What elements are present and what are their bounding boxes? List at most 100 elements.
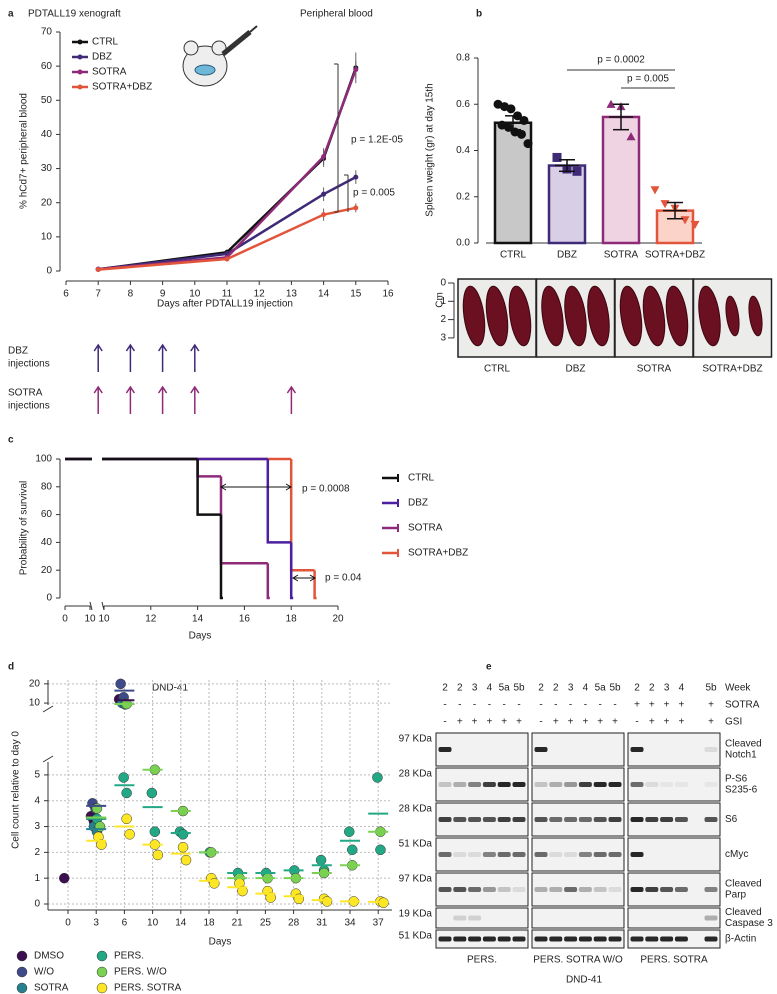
blot-band [482,887,496,892]
blot-band [608,936,622,942]
data-point [321,191,327,197]
comparison-arrow [220,483,292,491]
data-point [606,99,616,108]
x-tick-label: 34 [344,918,356,929]
blot-band [438,747,452,752]
photo-label: DBZ [566,364,586,375]
lane-label: 5b [609,683,621,694]
legend-marker [16,982,28,994]
lane-label: + [708,717,714,728]
scale-tick-label: 3 [440,333,446,344]
chart-subtitle: Peripheral blood [300,9,373,20]
blot-band [704,915,718,921]
y-tick-label: 40 [41,537,53,548]
blot-box [627,929,721,949]
x-tick-label: 16 [239,614,251,625]
blot-band [512,782,526,787]
panel-label: a [8,9,14,20]
lane-label: 3 [664,683,670,694]
x-tick-label: SOTRA+DBZ [645,250,705,261]
lane-label: + [472,717,478,728]
blot-band [512,936,526,942]
x-tick-label: DBZ [557,250,577,261]
blot-band [578,936,592,942]
lane-label: + [678,700,684,711]
x-tick-label: 10 [147,918,159,929]
blot-band [453,817,467,822]
blot-band [497,887,511,892]
lane-label: 5a [595,683,607,694]
blot-band [704,747,718,752]
row-label: SOTRA [725,700,760,711]
protein-label: S235-6 [725,785,758,796]
x-tick-label: 9 [160,289,166,300]
x-tick-label: CTRL [500,250,527,261]
mouse-icon [182,25,258,87]
lane-label: + [486,717,492,728]
blot-band [497,782,511,787]
legend-label: SOTRA [408,523,443,534]
spleen [725,295,740,337]
kda-marker: 97 KDa [399,734,433,745]
x-tick-label: 10 [98,614,110,625]
x-tick-label: 10 [189,289,201,300]
bar [547,164,587,245]
blot-band [564,852,578,857]
y-tick-label: 100 [35,454,52,465]
blot-band [630,747,644,752]
blot-band [482,936,496,942]
scale-tick-label: 2 [440,314,446,325]
x-tick-label: 0 [62,614,68,625]
y-tick-label: 3 [34,821,40,832]
p-value: p = 0.005 [627,74,669,85]
x-tick-label: 25 [260,918,272,929]
data-point [177,829,189,840]
y-tick-label: 20 [41,565,53,576]
data-point [353,205,359,211]
y-axis-label: Spleen weight (gr) at day 15th [425,83,436,216]
survival-step [313,570,317,600]
blot-band [593,936,607,942]
blot-band [534,782,548,787]
survival-step [266,563,270,600]
lane-label: 4 [487,683,493,694]
data-point [152,849,164,861]
blot-band [578,817,592,822]
injection-arrow [93,385,103,414]
lane-label: - [517,700,520,711]
axis-break-mark [101,601,105,611]
blot-band [630,817,644,822]
data-point [115,678,126,690]
legend-label: SOTRA+DBZ [408,548,468,559]
injection-arrow [157,343,168,372]
lane-label: 2 [442,683,448,694]
blot-band [438,887,452,892]
syringe-plunger [249,25,258,33]
y-tick-label: 60 [41,61,53,72]
lane-label: + [649,700,655,711]
blot-band [608,782,622,787]
data-point [121,813,132,825]
x-tick-label: 21 [232,918,244,929]
axis-break-mark [42,755,54,763]
blot-band [593,782,607,787]
protein-label: β-Actin [725,934,756,945]
lane-label: 2 [634,683,640,694]
injection-arrow [157,385,168,414]
x-tick-label: 0 [65,918,71,929]
data-point [517,129,526,139]
y-tick-label: 0.2 [456,191,470,202]
legend-label: DBZ [92,52,112,63]
blot-band [660,782,674,787]
mouse-tumor [194,64,216,76]
blot-band [453,852,467,857]
injection-arrow [190,385,200,414]
y-tick-label: 1 [34,873,40,884]
x-tick-label: 20 [332,614,344,625]
kda-marker: 28 KDa [399,769,433,780]
lane-label: - [554,700,557,711]
p-value: p = 0.005 [353,188,395,199]
legend-marker [96,950,108,962]
axis-break [92,450,102,610]
injection-arrow [190,343,200,372]
